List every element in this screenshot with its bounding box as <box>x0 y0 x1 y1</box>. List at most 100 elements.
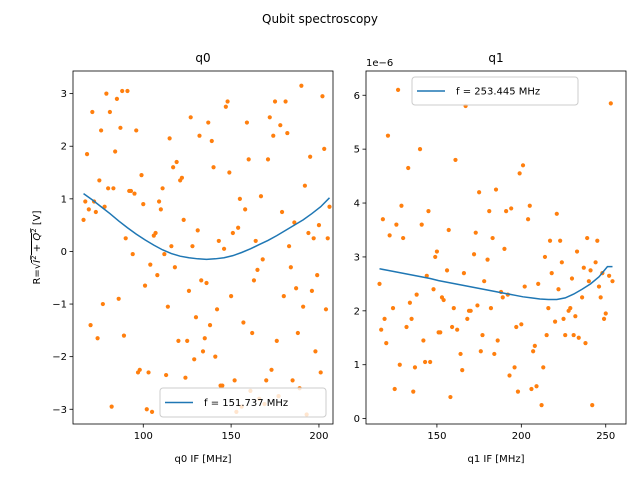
data-point <box>559 260 564 265</box>
data-point <box>455 327 460 332</box>
data-point <box>610 279 615 284</box>
data-point <box>290 378 295 383</box>
data-point <box>421 338 426 343</box>
data-point <box>422 359 428 365</box>
data-point <box>382 316 387 322</box>
data-point <box>106 186 111 191</box>
data-point <box>436 330 441 335</box>
svg-text:R=√I2 + Q2 [V]: R=√I2 + Q2 [V] <box>30 210 43 284</box>
data-point <box>221 246 227 251</box>
x-tick-label: 150 <box>427 431 446 442</box>
fit-line <box>379 265 613 301</box>
data-point <box>444 268 450 273</box>
data-point <box>547 238 553 243</box>
data-point <box>125 88 130 94</box>
data-point <box>509 206 514 211</box>
data-point <box>563 332 568 338</box>
data-point <box>394 222 399 227</box>
data-point <box>569 276 575 281</box>
data-point <box>81 217 86 222</box>
data-point <box>120 88 125 94</box>
data-point <box>502 246 507 251</box>
y-tick-label: 4 <box>354 199 360 210</box>
data-point <box>86 207 91 212</box>
data-point <box>327 204 332 209</box>
data-point <box>504 209 509 214</box>
data-point <box>525 217 531 222</box>
subplot-title: q0 <box>195 51 210 65</box>
data-point <box>581 265 586 270</box>
data-point <box>311 236 316 241</box>
data-point <box>322 146 327 151</box>
data-point <box>419 222 424 227</box>
x-tick-label: 200 <box>309 431 328 442</box>
data-point <box>185 338 190 343</box>
data-point <box>431 287 436 292</box>
data-point <box>204 280 209 286</box>
data-point <box>603 311 608 316</box>
data-point <box>414 292 419 297</box>
data-point <box>286 244 292 249</box>
data-point <box>265 157 271 162</box>
y-tick-label: 3 <box>354 252 360 263</box>
data-point <box>285 130 290 136</box>
data-point <box>197 133 202 138</box>
legend: f = 253.445 MHz <box>411 76 579 106</box>
data-point <box>493 187 499 192</box>
data-point <box>316 223 322 228</box>
data-point <box>542 254 548 260</box>
data-point <box>532 343 537 348</box>
data-point <box>446 227 451 233</box>
data-point <box>130 251 135 257</box>
data-point <box>281 294 286 299</box>
data-point <box>323 307 329 312</box>
data-point <box>274 338 279 343</box>
data-point <box>109 404 114 409</box>
data-point <box>527 203 532 208</box>
data-point <box>406 165 411 171</box>
data-point <box>458 351 463 357</box>
data-point <box>585 235 590 241</box>
data-point <box>500 295 505 300</box>
data-point <box>428 359 433 365</box>
data-point <box>473 230 478 235</box>
data-point <box>590 403 595 408</box>
y-axis-label: R=√I2 + Q2 [V] <box>30 210 43 284</box>
data-point <box>546 306 551 311</box>
data-point <box>190 244 195 249</box>
data-point <box>90 109 95 115</box>
data-point <box>141 202 146 207</box>
data-point <box>417 147 423 152</box>
data-point <box>390 306 396 311</box>
data-point <box>377 281 382 286</box>
data-point <box>237 196 242 201</box>
data-point <box>568 306 573 311</box>
data-point <box>495 338 500 343</box>
data-point <box>142 283 148 288</box>
data-point <box>380 217 385 222</box>
data-point <box>223 104 228 109</box>
data-point <box>387 233 392 238</box>
data-point <box>601 316 607 322</box>
subplot-title: q1 <box>488 51 503 65</box>
data-point <box>193 315 199 320</box>
data-point <box>260 257 265 262</box>
data-point <box>97 178 102 183</box>
axes-frame <box>365 70 627 425</box>
data-point <box>134 128 139 133</box>
x-axis-label: q1 IF [MHz] <box>468 454 525 465</box>
data-point <box>294 286 299 291</box>
data-point <box>139 173 144 178</box>
data-point <box>487 209 492 214</box>
data-point <box>220 383 225 388</box>
data-point <box>195 228 200 233</box>
data-point <box>571 332 576 338</box>
data-point <box>107 109 112 115</box>
y-tick-label: 5 <box>354 145 360 156</box>
data-point <box>144 407 149 412</box>
data-point <box>412 365 418 370</box>
data-point <box>517 171 522 176</box>
data-point <box>116 296 121 301</box>
y-tick-label: −2 <box>52 352 67 363</box>
